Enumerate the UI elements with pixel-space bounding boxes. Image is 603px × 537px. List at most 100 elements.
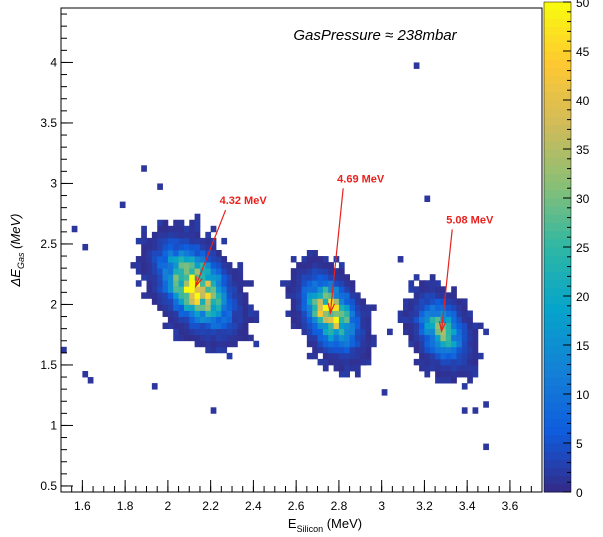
heatmap-bin: [199, 340, 206, 348]
heatmap-bin: [328, 310, 334, 317]
heatmap-bin: [141, 292, 147, 299]
heatmap-bin: [333, 316, 340, 323]
heatmap-bin: [237, 292, 244, 299]
color-scale-segment: [544, 59, 571, 68]
heatmap-bin: [456, 298, 463, 305]
heatmap-bin: [301, 292, 308, 299]
heatmap-bin: [296, 286, 302, 293]
heatmap-bin: [221, 237, 228, 245]
heatmap-bin: [290, 310, 297, 317]
heatmap-bin: [194, 237, 201, 245]
heatmap-bin: [173, 322, 179, 330]
heatmap-bin: [354, 364, 361, 372]
heatmap-bin: [435, 340, 441, 348]
heatmap-bin: [194, 322, 201, 330]
heatmap-bin: [472, 358, 479, 366]
heatmap-bin: [215, 292, 222, 299]
heatmap-bin: [151, 383, 158, 390]
heatmap-bin: [338, 316, 345, 323]
heatmap-bin: [215, 274, 222, 281]
heatmap-bin: [178, 225, 185, 233]
heatmap-bin: [472, 334, 479, 342]
heatmap-bin: [221, 292, 228, 299]
heatmap-bin: [354, 322, 361, 330]
heatmap-bin: [194, 340, 201, 348]
heatmap-bin: [387, 328, 393, 336]
heatmap-bin: [173, 328, 179, 336]
y-tick-label: 1.5: [40, 358, 57, 372]
heatmap-bin: [306, 292, 313, 299]
heatmap-bin: [429, 304, 436, 311]
heatmap-bin: [167, 262, 174, 269]
heatmap-bin: [435, 377, 441, 384]
color-scale-segment: [544, 108, 571, 117]
heatmap-bin: [237, 304, 244, 311]
heatmap-bin: [349, 310, 356, 317]
color-scale-segment: [544, 328, 571, 338]
heatmap-bin: [221, 304, 228, 311]
heatmap-bin: [215, 286, 222, 293]
heatmap-bin: [467, 377, 473, 384]
heatmap-bin: [173, 292, 179, 299]
z-tick-label: 30: [576, 192, 590, 206]
heatmap-bin: [424, 322, 431, 330]
heatmap-bin: [451, 316, 457, 323]
heatmap-bin: [424, 195, 431, 202]
heatmap-bin: [135, 237, 142, 245]
heatmap-bin: [467, 358, 473, 366]
heatmap-bin: [237, 286, 244, 293]
heatmap-bin: [215, 316, 222, 323]
heatmap-bin: [338, 322, 345, 330]
heatmap-bin: [413, 358, 420, 366]
heatmap-bin: [290, 322, 297, 330]
heatmap-bin: [312, 322, 318, 330]
y-tick-label: 3.5: [40, 116, 57, 130]
y-tick-label: 0.5: [40, 479, 57, 493]
heatmap-bin: [151, 268, 158, 275]
heatmap-bin: [226, 304, 233, 311]
heatmap-bin: [312, 274, 318, 281]
heatmap-bin: [296, 292, 302, 299]
heatmap-bin: [141, 256, 147, 263]
heatmap-bin: [365, 322, 372, 330]
heatmap-bins: [61, 62, 489, 451]
peak-label: 4.69 MeV: [337, 173, 385, 185]
heatmap-bin: [461, 322, 468, 330]
heatmap-bin: [354, 316, 361, 323]
color-scale-segment: [544, 296, 571, 305]
heatmap-bin: [205, 292, 212, 299]
heatmap-bin: [178, 274, 185, 281]
heatmap-bin: [445, 298, 452, 305]
heatmap-bin: [215, 328, 222, 336]
heatmap-bin: [157, 262, 163, 269]
heatmap-bin: [61, 346, 67, 354]
heatmap-bin: [333, 334, 340, 342]
heatmap-bin: [354, 358, 361, 366]
heatmap-bin: [419, 316, 425, 323]
heatmap-bin: [157, 219, 163, 227]
heatmap-bin: [333, 322, 340, 330]
heatmap-bin: [301, 268, 308, 275]
color-scale-segment: [544, 132, 571, 142]
heatmap-bin: [429, 346, 436, 354]
heatmap-bin: [472, 328, 479, 336]
heatmap-bin: [141, 243, 147, 251]
heatmap-bin: [178, 328, 185, 336]
heatmap-bin: [199, 280, 206, 287]
heatmap-bin: [232, 274, 238, 281]
heatmap-bin: [157, 237, 163, 245]
heatmap-bin: [205, 262, 212, 269]
heatmap-bin: [312, 346, 318, 354]
heatmap-bin: [360, 310, 367, 317]
heatmap-bin: [322, 256, 329, 263]
heatmap-bin: [451, 298, 457, 305]
heatmap-bin: [141, 274, 147, 281]
heatmap-bin: [360, 316, 367, 323]
heatmap-bin: [354, 292, 361, 299]
heatmap-bin: [461, 298, 468, 305]
heatmap-bin: [312, 280, 318, 287]
heatmap-bin: [290, 304, 297, 311]
heatmap-bin: [232, 304, 238, 311]
heatmap-bin: [232, 280, 238, 287]
heatmap-bin: [232, 334, 238, 342]
